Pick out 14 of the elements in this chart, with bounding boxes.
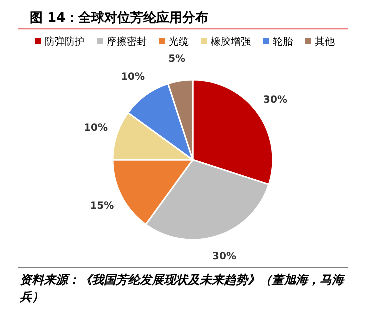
text: 资料来源：《我国芳纶发展现状及未来趋势》（董旭海，马海兵） <box>19 273 346 304</box>
legend-label: 摩擦密封 <box>107 36 147 48</box>
data-label: 30% <box>212 252 236 263</box>
data-label: 15% <box>90 201 114 212</box>
data-label: 10% <box>84 123 108 134</box>
data-label: 10% <box>121 72 146 84</box>
legend-label: 防弹防护 <box>45 36 85 48</box>
legend-label: 橡胶增强 <box>211 36 251 48</box>
legend-label: 光缆 <box>169 36 189 48</box>
data-label: 30% <box>264 94 288 106</box>
legend-label: 轮胎 <box>273 36 293 48</box>
data-label: 5% <box>168 54 186 65</box>
legend-label: 其他 <box>315 36 335 48</box>
chart-title: 图 14：全球对位芳纶应用分布 <box>30 10 209 26</box>
